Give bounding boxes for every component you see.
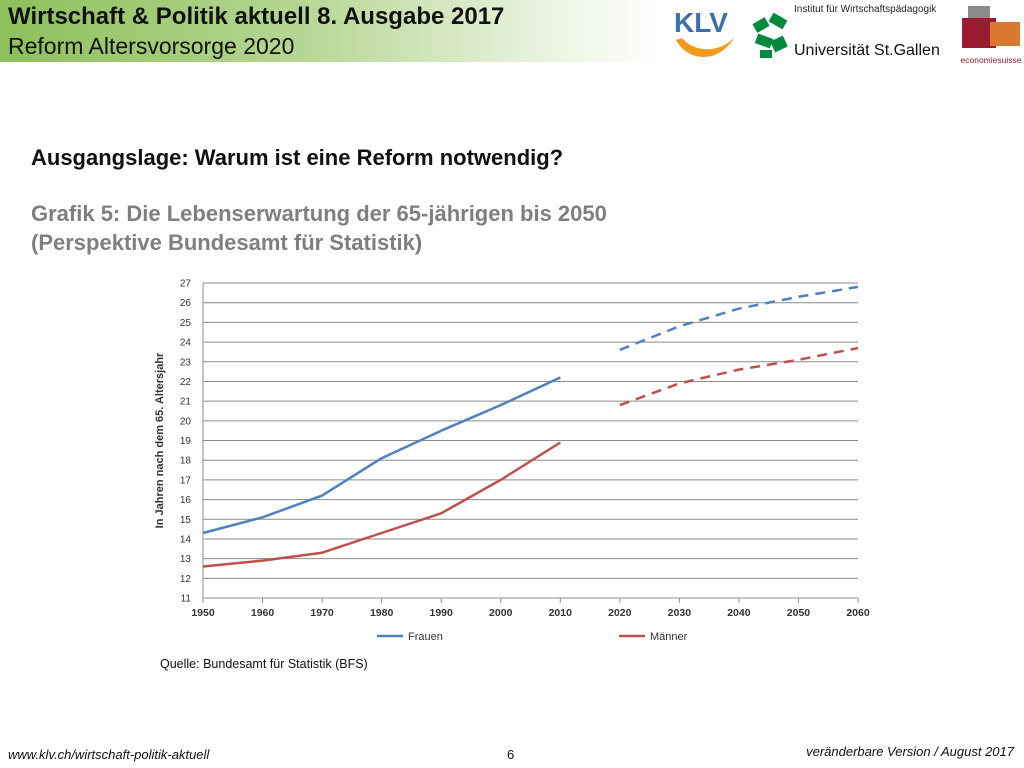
series-maenner-observed-line [202,441,561,568]
y-tick-label: 25 [180,318,192,329]
life-expectancy-chart: 11 12 13 14 15 16 17 18 19 20 21 22 23 24 25 26 27 1950 19… [154,279,870,644]
footer-version: veränderbare Version / August 2017 [806,744,1014,759]
unisg-institute-text: Institut für Wirtschaftspädagogik [794,4,937,15]
x-tick-label: 1970 [310,607,334,619]
x-tick-label: 2050 [787,607,811,619]
y-tick-label: 18 [180,456,192,467]
klv-logo-text: KLV [674,7,728,38]
klv-swoosh-icon [676,38,734,57]
economiesuisse-logo: economiesuisse [960,4,1022,66]
y-tick-label: 20 [180,416,192,427]
y-tick-label: 26 [180,298,192,309]
y-tick-label: 11 [181,594,192,605]
y-tick-label: 17 [180,475,192,486]
footer-url: www.klv.ch/wirtschaft-politik-aktuell [8,747,210,762]
y-tick-label: 21 [180,397,192,408]
x-tick-label: 2010 [549,607,573,619]
legend-label: Männer [650,631,688,643]
chart-title: Grafik 5: Die Lebenserwartung der 65-jäh… [31,199,607,257]
y-tick-label: 24 [180,338,192,349]
x-tick-label: 2040 [727,607,751,619]
economiesuisse-text: economiesuisse [960,55,1022,65]
x-tick-label: 2020 [608,607,632,619]
y-tick-label: 14 [180,534,192,545]
y-tick-label: 16 [180,495,192,506]
series-maenner-projected-line [619,346,859,407]
klv-logo: KLV [670,2,742,64]
x-tick-label: 1960 [251,607,275,619]
y-tick-label: 19 [180,436,192,447]
y-tick-label: 22 [180,377,192,388]
series-frauen-projected-line [619,285,859,352]
y-tick-label: 13 [180,554,192,565]
y-tick-label: 23 [180,357,192,368]
unisg-logo: Institut für Wirtschaftspädagogik Univer… [748,2,948,64]
slide-heading: Ausgangslage: Warum ist eine Reform notw… [31,145,564,170]
unisg-emblem-icon [752,12,788,58]
unisg-name-text: Universität St.Gallen [794,42,940,59]
x-tick-label: 2000 [489,607,513,619]
x-tick-label: 1990 [430,607,454,619]
x-tick-label: 2030 [668,607,692,619]
y-tick-label: 15 [180,515,192,526]
legend-label: Frauen [408,631,443,643]
chart-title-line2: (Perspektive Bundesamt für Statistik) [31,230,423,255]
x-tick-label: 1950 [191,607,215,619]
econ-square-orange-icon [990,22,1020,46]
chart-source: Quelle: Bundesamt für Statistik (BFS) [160,657,368,671]
y-axis-label: In Jahren nach dem 65. Altersjahr [154,352,166,528]
header-subtitle: Reform Altersvorsorge 2020 [8,33,295,59]
chart-title-line1: Grafik 5: Die Lebenserwartung der 65-jäh… [31,201,607,226]
x-tick-label: 2060 [846,607,870,619]
header-band [0,0,660,62]
x-tick-label: 1980 [370,607,394,619]
y-tick-label: 27 [180,279,192,290]
y-tick-label: 12 [180,574,192,585]
page-number: 6 [507,747,515,762]
series-frauen-observed-line [202,376,561,535]
header-title: Wirtschaft & Politik aktuell 8. Ausgabe … [8,3,505,30]
